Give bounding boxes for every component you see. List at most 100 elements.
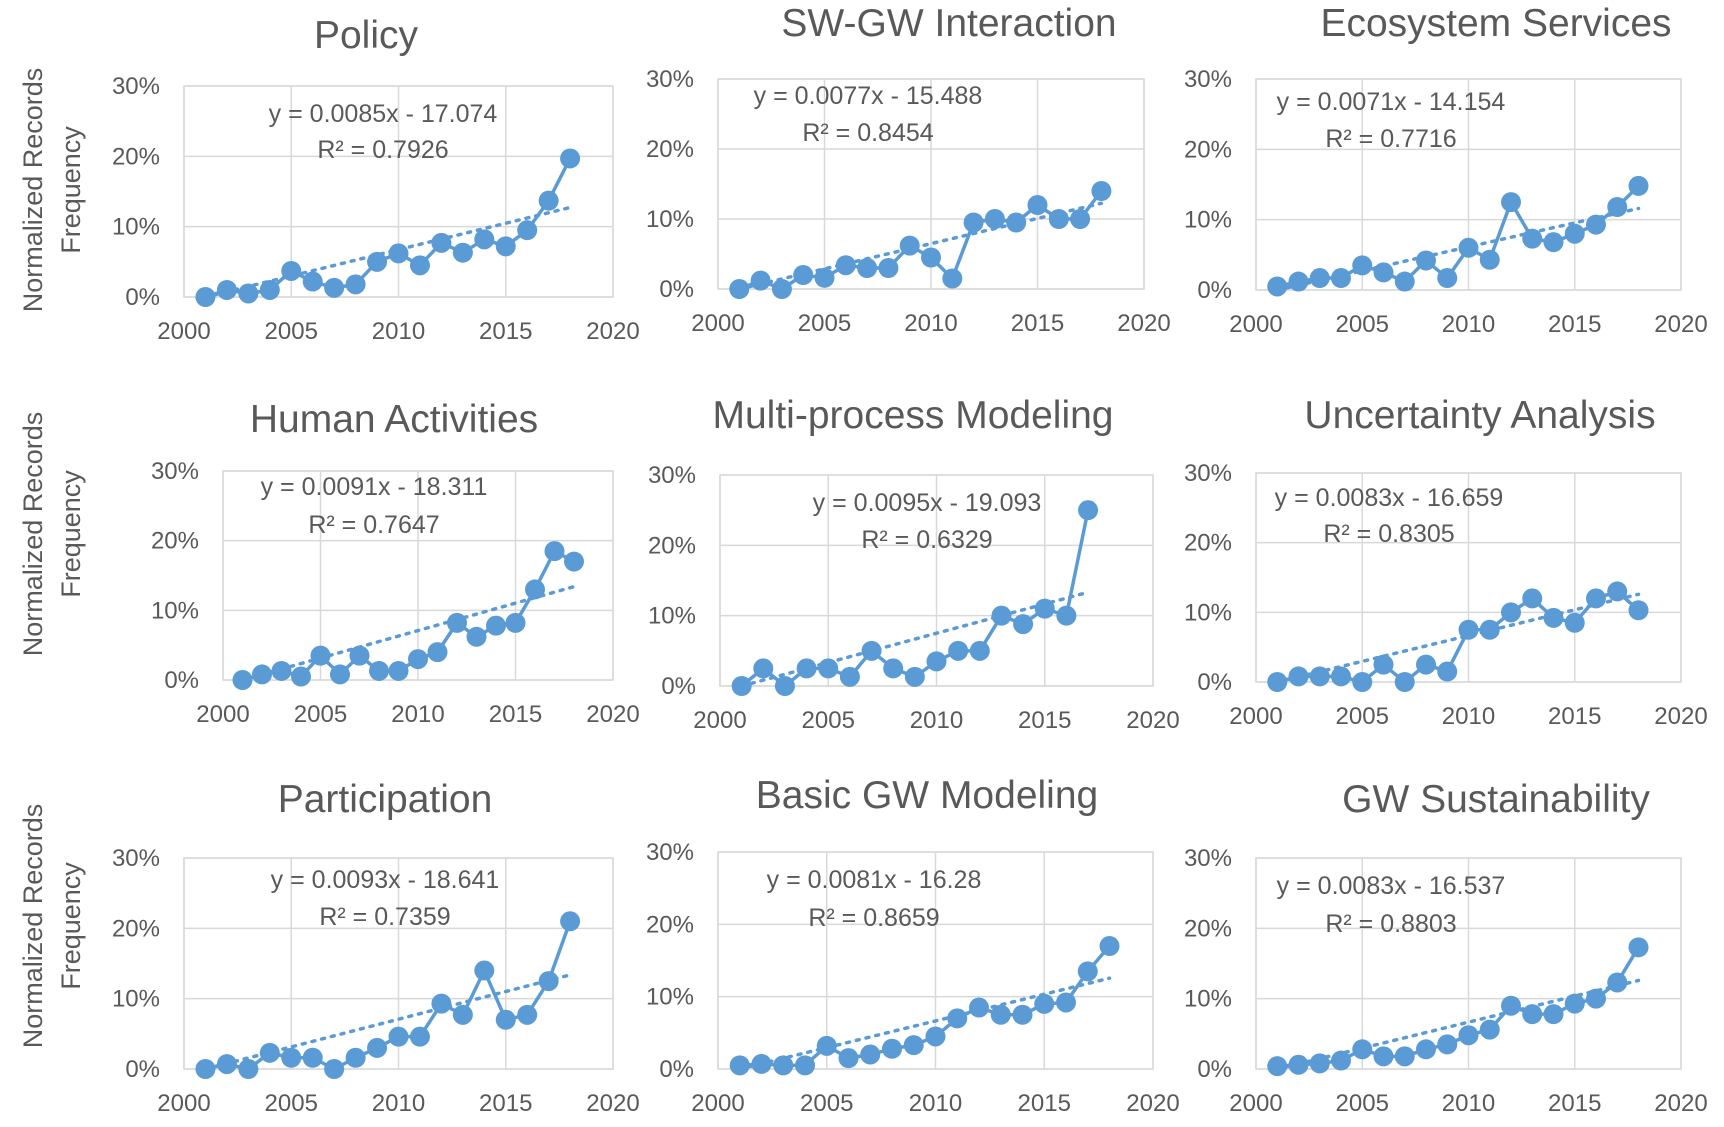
series-line — [204, 157, 572, 299]
data-point — [447, 612, 467, 633]
x-tick-label: 2015 — [1011, 310, 1064, 337]
data-point — [1501, 192, 1521, 213]
x-tick-label: 2000 — [196, 701, 249, 728]
trendline — [1275, 592, 1641, 684]
data-point — [729, 279, 750, 299]
x-tick-label: 2015 — [1018, 707, 1071, 734]
data-point — [1458, 1025, 1479, 1046]
x-tick-label: 2005 — [798, 310, 851, 337]
y-tick-label: 0% — [659, 276, 694, 303]
data-point — [857, 258, 878, 278]
r-squared-label: R² = 0.8305 — [1323, 520, 1454, 548]
y-tick-label: 30% — [646, 839, 694, 866]
chart-title: Human Activities — [250, 398, 538, 441]
data-point — [990, 1004, 1011, 1025]
data-point — [271, 660, 292, 681]
y-tick-label: 20% — [1184, 530, 1232, 557]
x-tick-label: 2015 — [1548, 311, 1601, 338]
data-point — [1479, 249, 1500, 270]
y-tick-label: 30% — [648, 462, 696, 489]
trend-equation: y = 0.0083x - 16.659 — [1275, 484, 1504, 512]
chart-panel-0: Policy 0% 10% 20% 30% 2000 2005 2010 2015 2020 y =… — [112, 14, 640, 345]
data-point — [1309, 268, 1330, 289]
r-squared-label: R² = 0.7359 — [319, 903, 450, 931]
data-point — [731, 676, 752, 696]
data-point — [878, 258, 899, 278]
data-point — [839, 666, 860, 687]
y-tick-label: 10% — [1184, 986, 1232, 1013]
data-point — [1352, 672, 1373, 692]
data-point — [1099, 936, 1120, 957]
y-tick-label: 30% — [112, 845, 160, 872]
x-tick-label: 2015 — [479, 1090, 532, 1117]
data-point — [771, 279, 792, 299]
x-tick-label: 2010 — [910, 707, 963, 734]
data-point — [882, 1038, 902, 1059]
plot-area — [1255, 472, 1682, 683]
data-point — [1394, 1046, 1415, 1067]
plot-area — [717, 78, 1145, 290]
chart-title: Multi-process Modeling — [713, 394, 1114, 437]
chart-panel-5: Uncertainty Analysis 0% 10% 20% 30% 2000 2005 2… — [1184, 394, 1708, 730]
data-point — [925, 1026, 946, 1047]
data-point — [1078, 500, 1099, 521]
y-tick-label: 0% — [661, 673, 696, 700]
data-point — [1628, 600, 1649, 621]
r-squared-label: R² = 0.8659 — [808, 904, 939, 932]
y-tick-label: 0% — [1197, 277, 1232, 304]
trend-equation: y = 0.0091x - 18.311 — [261, 473, 488, 501]
data-point — [1309, 666, 1330, 687]
y-tick-label: 0% — [125, 1056, 160, 1083]
data-point — [751, 1053, 772, 1074]
data-point — [1056, 605, 1077, 626]
r-squared-label: R² = 0.7647 — [308, 511, 439, 539]
data-point — [773, 1055, 794, 1076]
data-point — [861, 640, 882, 661]
plot-area — [1255, 857, 1682, 1070]
series-line — [205, 920, 572, 1071]
data-point — [818, 658, 839, 679]
y-tick-label: 30% — [1184, 460, 1232, 487]
x-tick-label: 2020 — [586, 318, 639, 345]
x-tick-label: 2005 — [1336, 311, 1389, 338]
y-tick-label: 10% — [1184, 207, 1232, 234]
data-point — [1607, 197, 1628, 218]
data-point — [1091, 181, 1112, 201]
data-point — [474, 960, 495, 981]
trendline — [240, 584, 576, 682]
data-point — [369, 660, 389, 681]
data-point — [1564, 223, 1585, 244]
data-point — [474, 229, 495, 250]
plot-area — [717, 851, 1154, 1070]
x-tick-label: 2010 — [1442, 311, 1495, 338]
x-tick-label: 2010 — [904, 310, 957, 337]
data-point — [1543, 232, 1564, 253]
data-point — [302, 1047, 323, 1068]
data-point — [750, 270, 771, 291]
trendline — [1275, 978, 1641, 1071]
x-tick-label: 2020 — [586, 1090, 639, 1117]
data-point — [1437, 268, 1458, 289]
data-point — [281, 1047, 302, 1068]
data-point — [969, 640, 990, 661]
y-tick-label: 30% — [151, 458, 199, 485]
y-tick-label: 30% — [112, 73, 160, 100]
data-point — [903, 1035, 924, 1056]
x-tick-label: 2010 — [391, 701, 444, 728]
chart-panel-1: SW-GW Interaction 0% 10% 20% 30% 2000 2005 2010… — [646, 2, 1171, 337]
chart-panel-8: GW Sustainability 0% 10% 20% 30% 2000 2005 2010… — [1184, 778, 1708, 1117]
x-tick-label: 2020 — [1654, 311, 1707, 338]
y-tick-label: 10% — [151, 597, 199, 624]
trend-equation: y = 0.0095x - 19.093 — [813, 489, 1042, 517]
data-point — [517, 220, 538, 241]
chart-title: Basic GW Modeling — [756, 774, 1098, 817]
x-tick-label: 2000 — [157, 318, 210, 345]
y-axis-label-line-1: Normalized Records — [18, 68, 48, 313]
data-point — [291, 666, 311, 687]
data-point — [486, 615, 506, 636]
data-point — [796, 658, 817, 679]
plot-area — [222, 470, 614, 681]
data-point — [544, 541, 565, 562]
series-line — [1277, 946, 1640, 1068]
